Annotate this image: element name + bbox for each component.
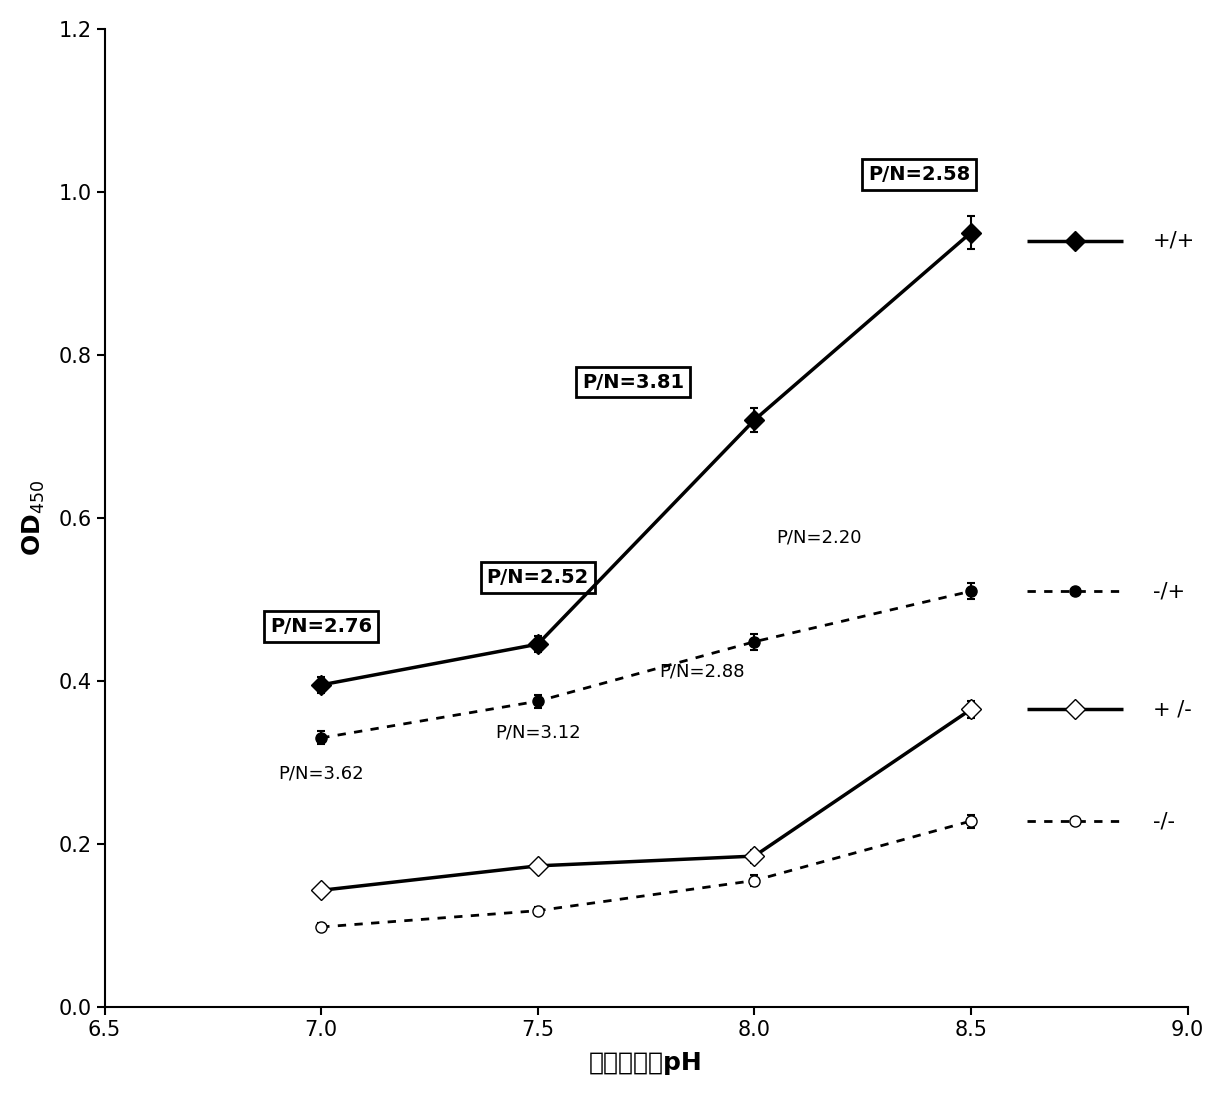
- Text: P/N=2.20: P/N=2.20: [777, 528, 862, 547]
- Text: + /-: + /-: [1153, 699, 1192, 719]
- X-axis label: 样品稀释液pH: 样品稀释液pH: [589, 1051, 703, 1075]
- Text: P/N=2.52: P/N=2.52: [486, 568, 589, 587]
- Text: +/+: +/+: [1153, 231, 1196, 251]
- Text: P/N=2.58: P/N=2.58: [867, 164, 970, 184]
- Text: P/N=2.76: P/N=2.76: [271, 617, 372, 636]
- Text: -/-: -/-: [1153, 811, 1175, 831]
- Text: P/N=3.12: P/N=3.12: [495, 724, 581, 742]
- Text: -/+: -/+: [1153, 581, 1185, 602]
- Y-axis label: OD$_{450}$: OD$_{450}$: [21, 480, 47, 556]
- Text: P/N=3.62: P/N=3.62: [278, 765, 364, 783]
- Text: P/N=3.81: P/N=3.81: [582, 373, 684, 391]
- Text: P/N=2.88: P/N=2.88: [659, 663, 745, 681]
